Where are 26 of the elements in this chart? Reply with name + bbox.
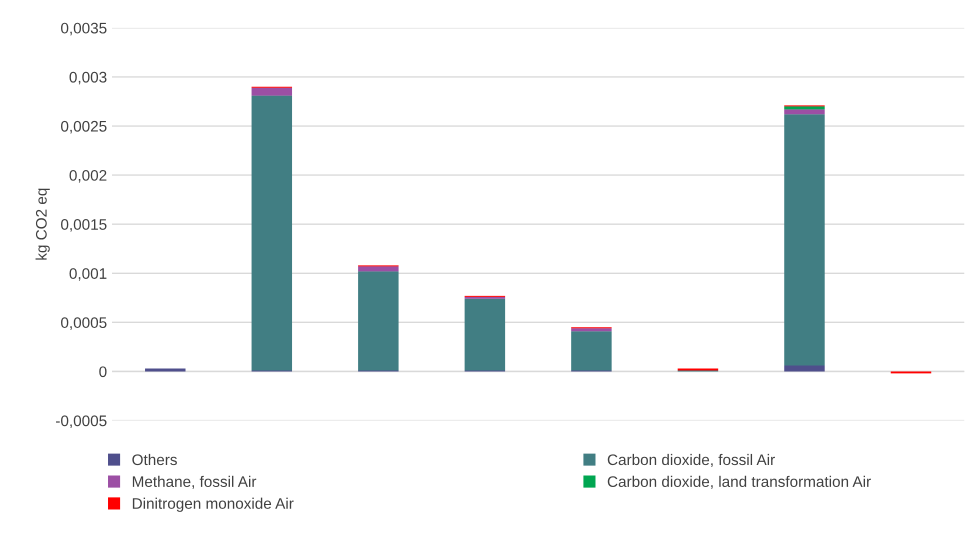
y-tick-label: 0,003 — [70, 72, 106, 84]
legend-label: Others — [132, 454, 177, 466]
legend-label: Dinitrogen monoxide Air — [132, 498, 294, 512]
y-tick-label: 0,002 — [70, 170, 106, 183]
bar — [252, 88, 292, 96]
bar — [464, 298, 506, 370]
legend-label: Carbon dioxide, land transformation Air — [608, 476, 871, 489]
bar — [145, 368, 186, 372]
y-tick-label: 0,001 — [70, 268, 106, 281]
bar — [358, 271, 399, 370]
bar — [784, 109, 825, 114]
y-tick-label: 0,0005 — [61, 317, 107, 330]
legend-label: Carbon dioxide, fossil Air — [608, 454, 775, 467]
y-tick-label: -0,0005 — [56, 415, 107, 428]
y-tick-label: 0,0015 — [61, 219, 107, 232]
y-tick-label: 0 — [99, 366, 107, 378]
legend-label: Methane, fossil Air — [132, 476, 256, 489]
bar — [252, 96, 292, 370]
bar — [784, 114, 825, 366]
y-tick-label: 0,0025 — [61, 120, 107, 134]
bar — [784, 366, 825, 372]
y-axis-title: kg CO2 eq — [36, 188, 50, 260]
bar — [784, 106, 825, 110]
y-tick-label: 0,0035 — [61, 22, 107, 36]
bar — [358, 266, 399, 272]
bar — [571, 331, 612, 370]
